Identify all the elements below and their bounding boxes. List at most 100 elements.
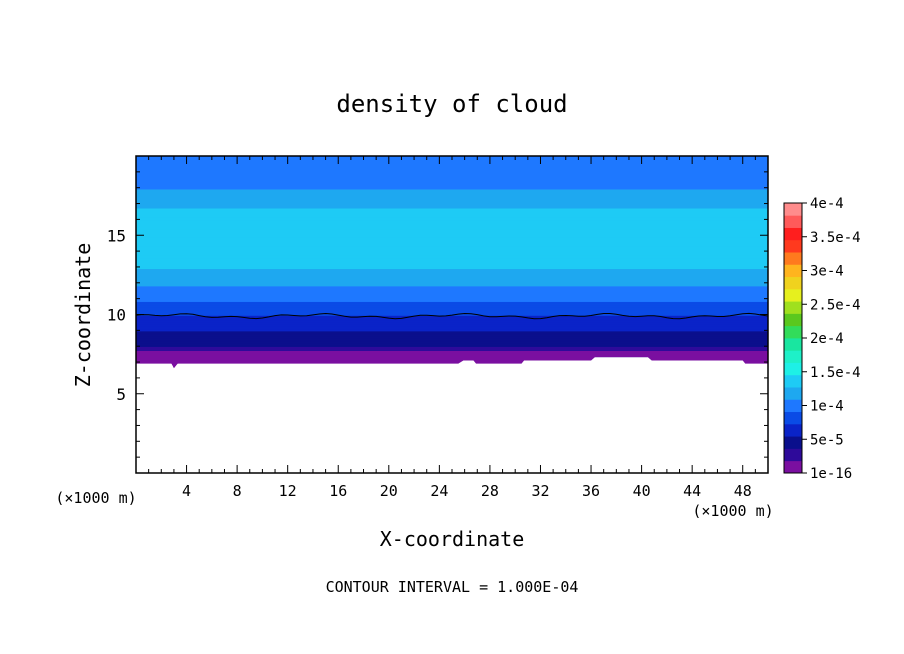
field-band xyxy=(136,287,768,290)
field-band xyxy=(136,316,768,320)
field-band xyxy=(136,213,768,216)
field-band xyxy=(136,290,768,294)
colorbar-swatch xyxy=(784,313,802,327)
field-band xyxy=(136,247,768,251)
colorbar-label: 1e-16 xyxy=(810,466,852,482)
field-band xyxy=(136,197,768,200)
field-band xyxy=(136,296,768,299)
field-band xyxy=(136,334,768,337)
field-band xyxy=(136,270,768,273)
x-tick-label: 32 xyxy=(531,482,549,500)
colorbar-label: 2.5e-4 xyxy=(810,297,861,313)
x-tick-label: 44 xyxy=(683,482,701,500)
field-band xyxy=(136,192,768,195)
field-band xyxy=(136,261,768,264)
field-band xyxy=(136,330,768,334)
field-band xyxy=(136,214,768,218)
field-band xyxy=(136,185,768,188)
field-band xyxy=(136,218,768,221)
field-band xyxy=(136,266,768,270)
field-band xyxy=(136,176,768,180)
field-band xyxy=(136,232,768,235)
field-band xyxy=(136,265,768,268)
field-band xyxy=(136,202,768,206)
field-band xyxy=(136,252,768,256)
field-band xyxy=(136,258,768,261)
field-band xyxy=(136,242,768,245)
field-band xyxy=(136,209,768,212)
field-band xyxy=(136,188,768,192)
field-band xyxy=(136,180,768,183)
field-band xyxy=(136,178,768,181)
x-tick-label: 28 xyxy=(481,482,499,500)
colorbar-swatch xyxy=(784,215,802,228)
colorbar-label: 1e-4 xyxy=(810,399,844,415)
field-band xyxy=(136,239,768,242)
field-band xyxy=(136,320,768,323)
colorbar-swatch xyxy=(784,399,802,413)
field-band xyxy=(136,318,768,321)
colorbar-swatch xyxy=(784,325,802,339)
field-band xyxy=(136,303,768,306)
colorbar-swatch xyxy=(784,264,802,278)
colorbar-swatch xyxy=(784,460,802,474)
field-band xyxy=(136,277,768,280)
colorbar-swatch xyxy=(784,374,802,388)
colorbar-swatch xyxy=(784,203,802,216)
field-band xyxy=(136,161,768,164)
field-band xyxy=(136,245,768,249)
x-unit-label: (×1000 m) xyxy=(692,502,773,520)
field-band xyxy=(136,301,768,304)
field-band xyxy=(136,162,768,166)
field-band xyxy=(136,323,768,327)
field-band xyxy=(136,225,768,228)
field-band xyxy=(136,273,768,276)
field-band xyxy=(136,181,768,185)
field-band xyxy=(136,249,768,252)
field-band xyxy=(136,311,768,315)
field-band xyxy=(136,332,768,335)
y-tick-label: 5 xyxy=(116,385,126,404)
field-band xyxy=(136,308,768,311)
x-tick-label: 8 xyxy=(233,482,242,500)
x-tick-label: 16 xyxy=(329,482,347,500)
colorbar-swatch xyxy=(784,252,802,265)
field-band xyxy=(136,263,768,266)
field-band xyxy=(136,335,768,339)
field-band xyxy=(136,204,768,207)
colorbar-swatch xyxy=(784,411,802,425)
y-unit-label: (×1000 m) xyxy=(55,489,136,507)
field-band xyxy=(136,228,768,232)
y-axis-label: Z-coordinate xyxy=(71,243,95,388)
field-band xyxy=(136,259,768,263)
field-band xyxy=(136,235,768,238)
field-band xyxy=(136,348,768,351)
x-tick-label: 36 xyxy=(582,482,600,500)
field-band xyxy=(136,159,768,162)
field-band xyxy=(136,173,768,176)
colorbar-swatch xyxy=(784,436,802,449)
colorbar-swatch xyxy=(784,423,802,437)
field-band xyxy=(136,304,768,308)
field-band xyxy=(136,168,768,171)
colorbar-swatch xyxy=(784,350,802,363)
field-band xyxy=(136,183,768,187)
y-tick-label: 15 xyxy=(107,226,126,245)
field-band xyxy=(136,344,768,347)
field-band xyxy=(136,256,768,259)
field-band xyxy=(136,206,768,209)
field-band xyxy=(136,297,768,301)
field-band xyxy=(136,240,768,244)
colorbar-swatch xyxy=(784,362,802,376)
field-band xyxy=(136,216,768,219)
field-band xyxy=(136,284,768,287)
field-band xyxy=(136,271,768,275)
field-band xyxy=(136,223,768,226)
field-band xyxy=(136,251,768,254)
cloud-free-region xyxy=(136,357,768,473)
field-band xyxy=(136,220,768,223)
field-band xyxy=(136,169,768,173)
field-band xyxy=(136,341,768,344)
